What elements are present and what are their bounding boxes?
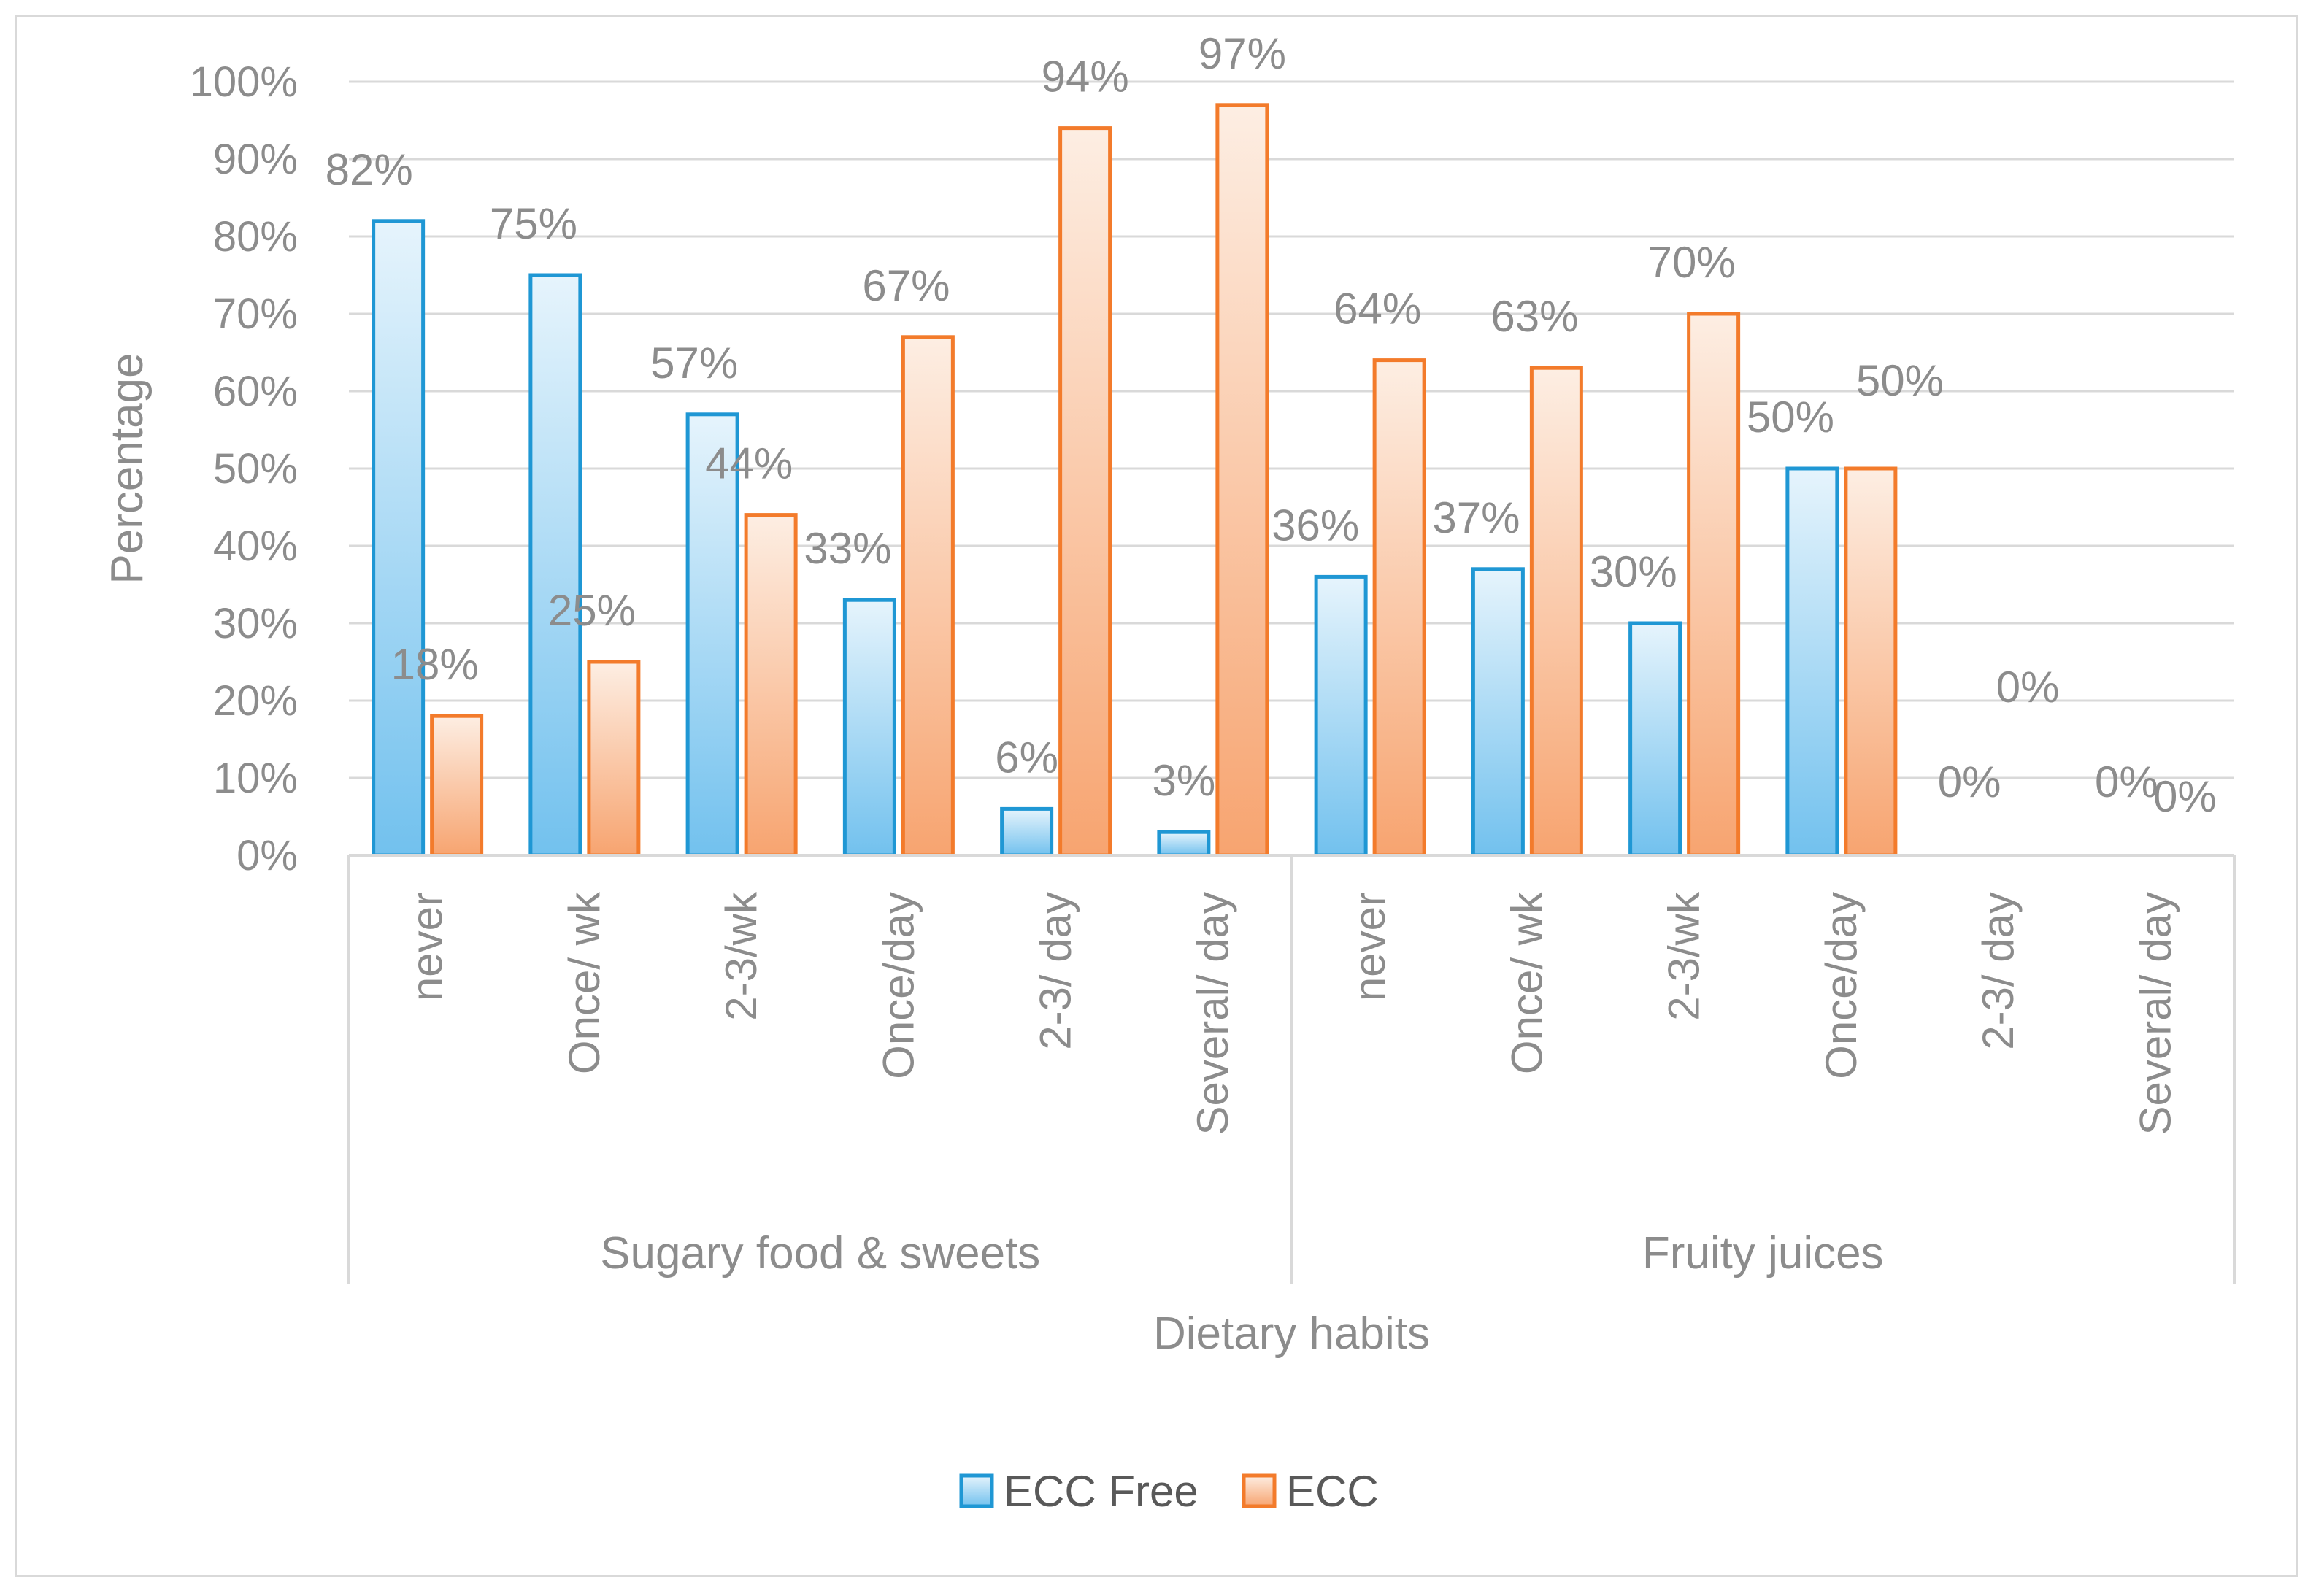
data-label: 75%	[490, 199, 577, 248]
bar-ecc-free	[1785, 466, 1839, 857]
legend-swatch-ecc-free	[959, 1473, 994, 1508]
bar-ecc-free	[1628, 621, 1682, 857]
x-group-label: Fruity juices	[1642, 1228, 1884, 1279]
data-label: 0%	[2095, 757, 2158, 806]
data-label: 82%	[326, 145, 413, 194]
legend-label: ECC Free	[1004, 1467, 1199, 1516]
data-label: 94%	[1042, 53, 1129, 101]
x-category-label: 2-3/ day	[1974, 892, 2023, 1050]
bar-ecc-free	[842, 598, 896, 857]
data-labels: 82%75%57%33%6% 3%36% 37%30%50%0% 0%18%25%44…	[326, 29, 2217, 821]
data-label: 33%	[804, 524, 891, 573]
bar-ecc-free	[1157, 830, 1211, 857]
data-label: 37%	[1432, 493, 1520, 542]
data-label: 63%	[1490, 292, 1578, 341]
y-tick-label: 10%	[213, 755, 298, 802]
x-axis: never Once/ wk 2-3/wk Once/day 2-3/ day Sever…	[347, 854, 2236, 1284]
data-label: 44%	[705, 439, 793, 488]
data-label: 97%	[1199, 29, 1286, 78]
legend-label: ECC	[1286, 1467, 1379, 1516]
bar-ecc	[744, 513, 798, 857]
data-label: 30%	[1590, 547, 1677, 596]
data-label: 18%	[391, 640, 479, 689]
bars	[372, 103, 1898, 857]
bar-ecc	[1058, 126, 1112, 857]
bar-ecc	[587, 660, 641, 857]
data-label: 57%	[650, 339, 738, 388]
bar-ecc	[1372, 358, 1426, 857]
legend-swatch-ecc	[1242, 1473, 1277, 1508]
x-category-label: 2-3/ day	[1031, 892, 1080, 1050]
data-label: 6%	[995, 733, 1058, 782]
data-label: 64%	[1334, 285, 1421, 334]
bar-ecc	[1529, 366, 1583, 857]
y-tick-label: 50%	[213, 445, 298, 493]
legend: ECC Free ECC	[959, 1467, 1379, 1516]
x-category-label: 2-3/wk	[717, 891, 766, 1021]
y-tick-label: 40%	[213, 523, 298, 570]
data-label: 36%	[1272, 501, 1359, 550]
bar-ecc	[1687, 312, 1741, 857]
x-category-label: Several/ day	[1188, 892, 1237, 1136]
x-axis-title: Dietary habits	[1153, 1308, 1430, 1359]
bar-ecc	[901, 335, 955, 857]
y-tick-label: 0%	[236, 832, 298, 879]
y-axis-ticks: 0% 10% 20% 30% 40% 50% 60% 70% 80% 90% 100%	[190, 58, 298, 879]
x-category-label: Once/ wk	[1502, 891, 1551, 1074]
data-label: 25%	[548, 586, 636, 635]
data-label: 0%	[2153, 772, 2217, 821]
bar-ecc	[1844, 466, 1898, 857]
x-category-label: Once/day	[1817, 892, 1866, 1079]
y-tick-label: 80%	[213, 213, 298, 261]
bar-ecc-free	[372, 219, 426, 857]
bar-ecc-free	[685, 412, 739, 857]
x-category-label: 2-3/wk	[1660, 891, 1709, 1021]
y-axis-title: Percentage	[102, 352, 153, 584]
data-label: 67%	[862, 261, 950, 310]
x-category-label: Once/day	[874, 892, 923, 1079]
y-tick-label: 30%	[213, 600, 298, 647]
bar-ecc-free	[1000, 806, 1054, 857]
x-category-label: never	[403, 892, 452, 1001]
bar-ecc	[430, 714, 484, 857]
data-label: 0%	[1938, 757, 2001, 806]
y-tick-label: 70%	[213, 290, 298, 338]
data-label: 0%	[1996, 663, 2060, 712]
bar-ecc-free	[528, 273, 582, 857]
data-label: 70%	[1648, 238, 1736, 287]
data-label: 50%	[1747, 393, 1834, 442]
x-category-label: Once/ wk	[560, 891, 609, 1074]
x-group-label: Sugary food & sweets	[600, 1228, 1040, 1279]
y-tick-label: 90%	[213, 136, 298, 183]
bar-ecc	[1215, 103, 1269, 857]
bar-ecc-free	[1471, 567, 1525, 857]
data-label: 3%	[1153, 756, 1216, 805]
data-label: 50%	[1856, 356, 1944, 405]
x-category-label: never	[1345, 892, 1394, 1001]
y-tick-label: 100%	[190, 58, 298, 106]
x-category-label: Several/ day	[2131, 892, 2180, 1136]
y-tick-label: 20%	[213, 677, 298, 725]
bar-ecc-free	[1314, 574, 1368, 857]
y-tick-label: 60%	[213, 368, 298, 415]
